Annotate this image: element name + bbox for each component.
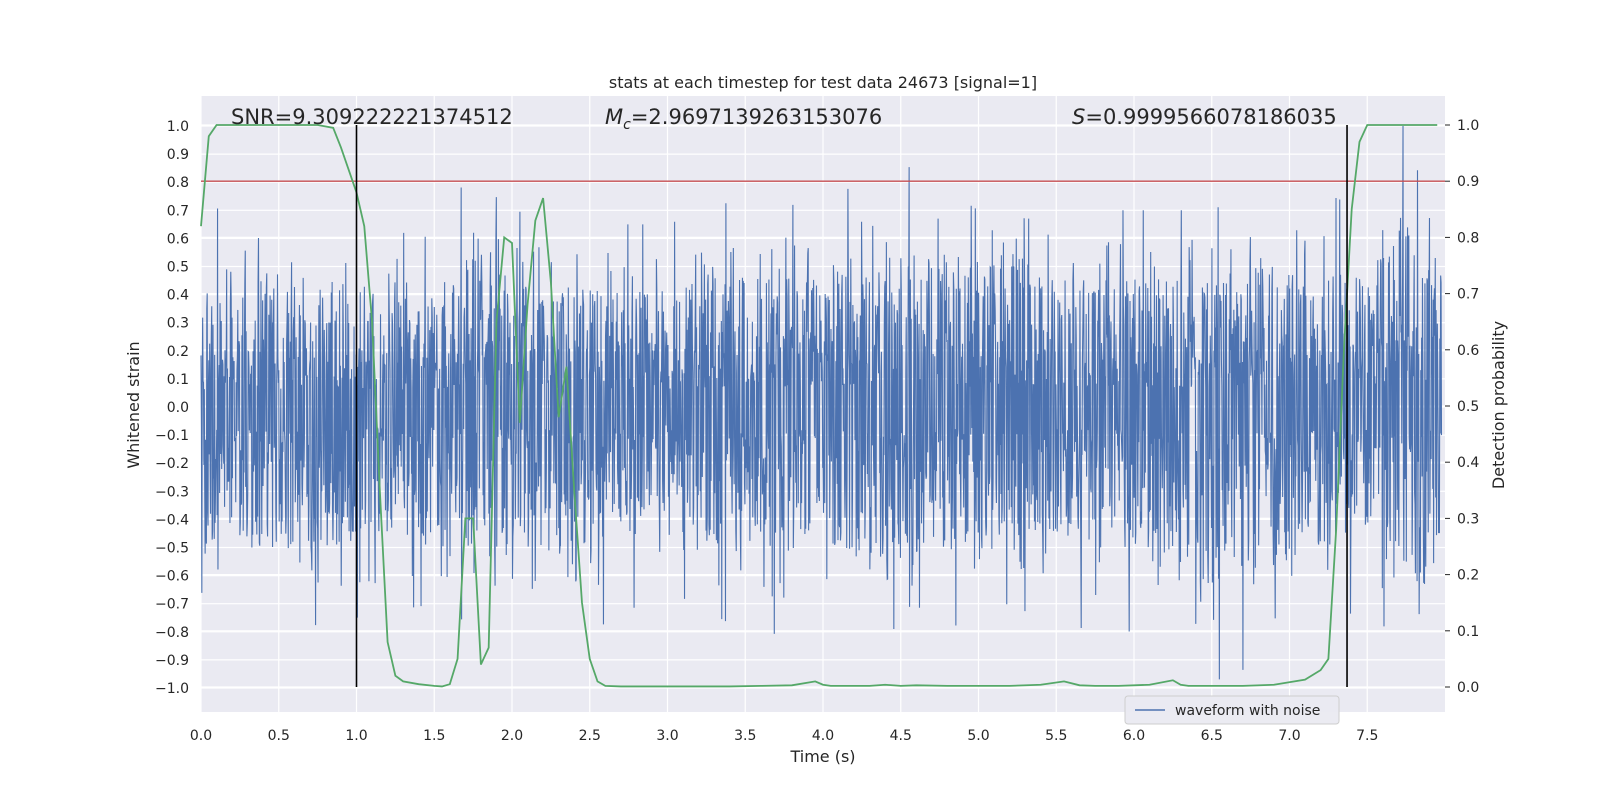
x-tick-label: 1.5	[423, 728, 445, 744]
y-left-tick-label: −0.9	[155, 653, 189, 669]
y-left-tick-label: 0.3	[167, 316, 189, 332]
y-left-tick-label: −1.0	[155, 681, 189, 697]
chirp-mass-subscript: c	[623, 117, 631, 133]
x-tick-label: 5.5	[1045, 728, 1067, 744]
y-left-tick-label: 0.7	[167, 203, 189, 219]
y-left-tick-labels: 1.0 0.9 0.8 0.7 0.6 0.5 0.4 0.3 0.2 0.1 0.0 −0.1 −0.…	[155, 119, 189, 697]
y-left-tick-label: −0.7	[155, 597, 189, 613]
x-tick-label: 2.5	[579, 728, 601, 744]
chirp-mass-symbol: M	[605, 105, 623, 129]
x-tick-label: 2.0	[501, 728, 523, 744]
x-tick-label: 1.0	[345, 728, 367, 744]
y-left-tick-label: 0.9	[167, 147, 189, 163]
chirp-mass-annotation: Mc=2.9697139263153076	[605, 105, 882, 133]
y-right-tick-label: 0.9	[1457, 174, 1479, 190]
y-right-tick-label: 0.2	[1457, 568, 1479, 584]
x-tick-label: 6.0	[1123, 728, 1145, 744]
x-tick-label: 3.5	[734, 728, 756, 744]
x-tick-labels: 0.0 0.5 1.0 1.5 2.0 2.5 3.0 3.5 4.0 4.5 5.0 5.5 6.0 6…	[190, 728, 1379, 744]
y-left-tick-label: 0.2	[167, 344, 189, 360]
x-tick-label: 5.0	[967, 728, 989, 744]
y-left-tick-label: 0.0	[167, 400, 189, 416]
y-left-tick-label: 0.1	[167, 372, 189, 388]
y-left-tick-label: −0.2	[155, 456, 189, 472]
chart-title: stats at each timestep for test data 246…	[609, 73, 1037, 92]
waveform-series	[200, 125, 1443, 680]
y-right-tick-label: 0.4	[1457, 455, 1479, 471]
y-right-tick-label: 1.0	[1457, 118, 1479, 134]
y-right-tick-labels: 1.0 0.9 0.8 0.7 0.6 0.5 0.4 0.3 0.2 0.1 0.0	[1445, 118, 1479, 696]
y-right-tick-label: 0.3	[1457, 511, 1479, 527]
y-left-tick-label: −0.1	[155, 428, 189, 444]
y-left-tick-label: 0.6	[167, 231, 189, 247]
y-left-tick-label: −0.8	[155, 625, 189, 641]
legend-box	[1124, 695, 1340, 725]
y-left-tick-label: −0.3	[155, 484, 189, 500]
y-left-tick-label: 1.0	[167, 119, 189, 135]
chirp-mass-value: =2.9697139263153076	[631, 105, 882, 129]
y-right-axis-label: Detection probability	[1489, 321, 1508, 489]
y-right-tick-label: 0.5	[1457, 399, 1479, 415]
y-right-tick-label: 0.0	[1457, 680, 1479, 696]
x-tick-label: 0.5	[268, 728, 290, 744]
y-right-tick-label: 0.6	[1457, 343, 1479, 359]
snr-annotation: SNR=9.309222221374512	[231, 105, 513, 129]
y-left-tick-label: −0.5	[155, 541, 189, 557]
x-tick-label: 6.5	[1201, 728, 1223, 744]
y-left-axis-label: Whitened strain	[124, 341, 143, 468]
y-left-tick-label: −0.4	[155, 512, 189, 528]
score-symbol: S	[1072, 105, 1085, 129]
y-right-tick-label: 0.1	[1457, 624, 1479, 640]
x-axis-label: Time (s)	[789, 747, 855, 766]
x-tick-label: 7.5	[1356, 728, 1378, 744]
legend: waveform with noise	[1124, 695, 1340, 725]
y-left-tick-label: 0.4	[167, 288, 189, 304]
vertical-markers	[355, 125, 1348, 687]
score-value: =0.9999566078186035	[1085, 105, 1336, 129]
waveform-line	[200, 125, 1443, 680]
y-right-tick-label: 0.7	[1457, 287, 1479, 303]
x-tick-label: 4.0	[812, 728, 834, 744]
y-left-tick-label: 0.8	[167, 175, 189, 191]
probability-series	[200, 124, 1438, 688]
x-tick-label: 7.0	[1278, 728, 1300, 744]
legend-label-waveform: waveform with noise	[1175, 703, 1320, 719]
x-tick-label: 3.0	[656, 728, 678, 744]
x-tick-label: 0.0	[190, 728, 212, 744]
probability-line	[200, 124, 1438, 688]
y-right-tick-label: 0.8	[1457, 230, 1479, 246]
score-annotation: S=0.9999566078186035	[1072, 105, 1337, 129]
y-left-tick-label: −0.6	[155, 569, 189, 585]
x-tick-label: 4.5	[890, 728, 912, 744]
y-left-tick-label: 0.5	[167, 260, 189, 276]
